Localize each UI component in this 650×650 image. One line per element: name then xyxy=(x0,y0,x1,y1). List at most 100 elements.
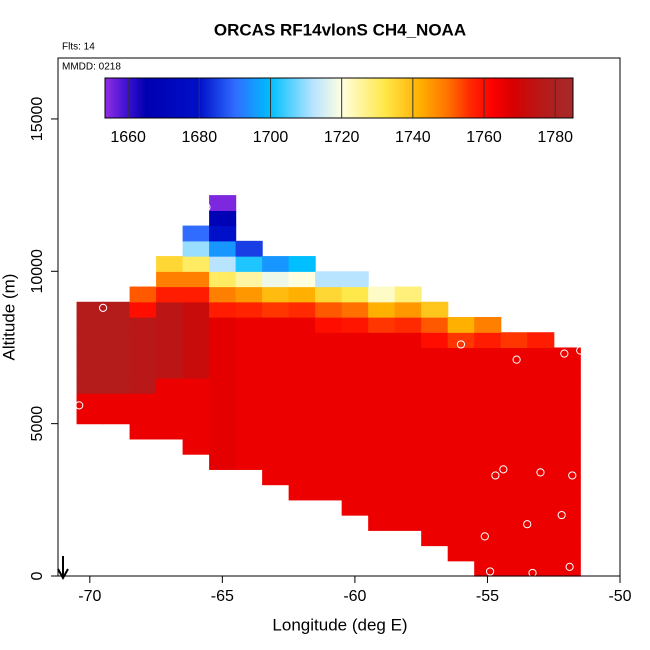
cell xyxy=(103,347,131,364)
cell xyxy=(103,408,131,425)
cell xyxy=(527,530,555,547)
cell xyxy=(103,301,131,318)
cell xyxy=(315,423,343,440)
cell xyxy=(76,332,104,349)
cell xyxy=(182,438,210,455)
cell xyxy=(103,332,131,349)
observation-point xyxy=(560,349,569,358)
cell xyxy=(262,347,290,364)
cell xyxy=(500,377,528,394)
cell xyxy=(368,377,396,394)
cell xyxy=(262,362,290,379)
cell xyxy=(474,377,502,394)
cell xyxy=(527,469,555,486)
cell xyxy=(527,454,555,470)
cell xyxy=(368,286,396,303)
colorbar-tick-label: 1780 xyxy=(537,129,573,146)
cell xyxy=(341,423,369,440)
cell xyxy=(368,499,396,516)
cell xyxy=(474,515,502,531)
cell xyxy=(129,423,157,440)
cell xyxy=(235,377,263,394)
cell xyxy=(209,454,237,470)
cell xyxy=(262,271,290,288)
cells xyxy=(76,195,581,577)
cell xyxy=(421,499,449,516)
cell xyxy=(288,332,316,349)
cell xyxy=(288,286,316,303)
cell xyxy=(288,408,316,425)
cell xyxy=(394,454,422,470)
cell xyxy=(421,438,449,455)
cell xyxy=(156,423,184,440)
cell xyxy=(500,332,528,349)
observation-point xyxy=(486,567,495,576)
cell xyxy=(235,271,263,288)
observation-point xyxy=(75,401,84,410)
cell xyxy=(235,438,263,455)
cell xyxy=(553,484,581,501)
cell xyxy=(368,408,396,425)
cell xyxy=(553,530,581,547)
cell xyxy=(474,347,502,364)
cell xyxy=(76,393,104,410)
cell xyxy=(156,286,184,303)
cell xyxy=(527,515,555,531)
cell xyxy=(447,484,475,501)
cell xyxy=(182,317,210,333)
colorbar xyxy=(104,77,574,119)
cell xyxy=(288,256,316,272)
cell xyxy=(500,545,528,562)
cell xyxy=(368,332,396,349)
observation-point xyxy=(536,468,545,477)
cell xyxy=(129,332,157,349)
observation-point xyxy=(565,562,574,571)
cell xyxy=(394,408,422,425)
cell xyxy=(156,332,184,349)
cell xyxy=(341,454,369,470)
cell xyxy=(474,317,502,333)
cell xyxy=(394,393,422,410)
cell xyxy=(553,438,581,455)
cell xyxy=(182,286,210,303)
cell xyxy=(527,408,555,425)
cell xyxy=(288,377,316,394)
annotation: Flts: 14 xyxy=(62,42,95,53)
observation-point xyxy=(523,520,532,529)
cell xyxy=(394,484,422,501)
plot-frame xyxy=(57,57,621,577)
cell xyxy=(368,347,396,364)
cell xyxy=(527,484,555,501)
arrow-head xyxy=(57,568,69,581)
cell xyxy=(182,256,210,272)
colorbar-tick-label: 1740 xyxy=(395,129,431,146)
cell xyxy=(103,393,131,410)
observation-point xyxy=(576,346,585,355)
cell xyxy=(315,301,343,318)
cell xyxy=(421,393,449,410)
cell xyxy=(235,317,263,333)
cell xyxy=(262,301,290,318)
cell xyxy=(315,271,343,288)
cell xyxy=(553,560,581,577)
cell xyxy=(209,210,237,227)
cell xyxy=(182,332,210,349)
observation-point xyxy=(202,203,211,212)
cell xyxy=(315,408,343,425)
cell xyxy=(156,317,184,333)
cell xyxy=(129,317,157,333)
cell xyxy=(553,499,581,516)
cell xyxy=(394,301,422,318)
cell xyxy=(368,469,396,486)
cell xyxy=(341,332,369,349)
observation-point xyxy=(491,471,500,480)
cell xyxy=(394,499,422,516)
cell xyxy=(235,423,263,440)
cell xyxy=(103,362,131,379)
cell xyxy=(129,362,157,379)
cell xyxy=(341,377,369,394)
cell xyxy=(421,408,449,425)
cell xyxy=(341,408,369,425)
cell xyxy=(209,347,237,364)
cell xyxy=(315,438,343,455)
